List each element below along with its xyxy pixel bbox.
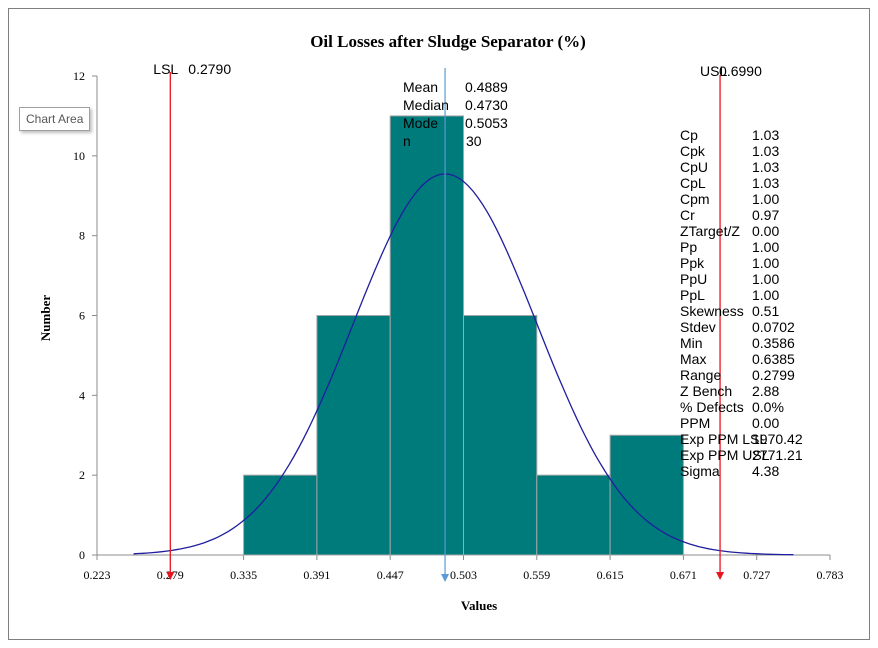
center-stat-label: n <box>403 133 411 149</box>
y-tick-label: 2 <box>79 468 85 482</box>
capability-stat-value: 1.00 <box>752 287 779 303</box>
x-tick-label: 0.503 <box>450 568 477 582</box>
capability-stat-value: 0.51 <box>752 303 779 319</box>
capability-stat-value: 0.00 <box>752 415 779 431</box>
capability-stat-label: PPM <box>680 415 710 431</box>
y-tick-label: 6 <box>79 309 85 323</box>
x-tick-label: 0.783 <box>817 568 844 582</box>
center-stat-value: 0.4730 <box>465 97 508 113</box>
capability-stat-value: 0.00 <box>752 223 779 239</box>
capability-stat-value: 1.00 <box>752 271 779 287</box>
capability-stat-value: 0.97 <box>752 207 779 223</box>
x-tick-label: 0.223 <box>84 568 111 582</box>
y-tick-label: 12 <box>73 69 85 83</box>
capability-stat-value: 0.3586 <box>752 335 795 351</box>
capability-stat-label: Z Bench <box>680 383 732 399</box>
capability-stat-label: Pp <box>680 239 697 255</box>
center-stat-value: 0.5053 <box>465 115 508 131</box>
x-axis-title: Values <box>461 598 497 613</box>
capability-stat-value: 1.03 <box>752 175 779 191</box>
capability-stat-value: 1.03 <box>752 159 779 175</box>
capability-stat-value: 1.00 <box>752 191 779 207</box>
capability-stat-label: Cp <box>680 127 698 143</box>
x-tick-label: 0.391 <box>303 568 330 582</box>
x-tick-label: 0.335 <box>230 568 257 582</box>
capability-stat-label: Ppk <box>680 255 705 271</box>
y-axis-title: Number <box>38 295 53 341</box>
x-tick-label: 0.615 <box>597 568 624 582</box>
lsl-label: LSL <box>153 61 178 77</box>
capability-stat-value: 0.0702 <box>752 319 795 335</box>
chart-title: Oil Losses after Sludge Separator (%) <box>310 32 586 51</box>
capability-stat-label: ZTarget/Z <box>680 223 740 239</box>
capability-stat-label: Stdev <box>680 319 716 335</box>
x-tick-label: 0.559 <box>523 568 550 582</box>
capability-stat-label: CpU <box>680 159 708 175</box>
capability-stat-label: Exp PPM USL <box>680 447 770 463</box>
x-tick-label: 0.671 <box>670 568 697 582</box>
capability-stat-value: 1970.42 <box>752 431 803 447</box>
capability-stat-label: Cr <box>680 207 695 223</box>
y-tick-label: 4 <box>79 388 85 402</box>
normal-curve <box>133 173 794 556</box>
capability-stat-label: Min <box>680 335 703 351</box>
y-tick-label: 0 <box>79 548 85 562</box>
capability-stat-value: 1.03 <box>752 143 779 159</box>
capability-stat-value: 2.88 <box>752 383 779 399</box>
histogram-bar <box>243 474 318 556</box>
center-stat-label: Median <box>403 97 449 113</box>
capability-stat-label: PpL <box>680 287 705 303</box>
capability-stat-label: Cpm <box>680 191 710 207</box>
capability-stat-value: 0.6385 <box>752 351 795 367</box>
usl-value: 0.6990 <box>719 63 762 79</box>
lsl-value: 0.2790 <box>188 61 231 77</box>
center-stat-label: Mode <box>403 115 438 131</box>
y-tick-label: 8 <box>79 229 85 243</box>
x-tick-label: 0.727 <box>743 568 770 582</box>
capability-stat-label: PpU <box>680 271 707 287</box>
capability-stat-label: CpL <box>680 175 706 191</box>
capability-stat-value: 1.03 <box>752 127 779 143</box>
plot-layer: 0246810120.2230.2790.3350.3910.4470.5030… <box>73 61 844 582</box>
capability-stat-label: Skewness <box>680 303 744 319</box>
capability-stat-value: 0.0% <box>752 399 784 415</box>
capability-stat-value: 4.38 <box>752 463 779 479</box>
capability-stat-value: 1.00 <box>752 239 779 255</box>
capability-stat-label: Cpk <box>680 143 706 159</box>
histogram-bar <box>389 115 465 556</box>
capability-stat-value: 2771.21 <box>752 447 803 463</box>
capability-stat-label: % Defects <box>680 399 744 415</box>
capability-stat-label: Sigma <box>680 463 720 479</box>
center-stat-label: Mean <box>403 79 438 95</box>
chart-area-tooltip: Chart Area <box>19 107 91 131</box>
histogram-bar <box>536 474 611 556</box>
y-tick-label: 10 <box>73 149 85 163</box>
center-stat-value: 30 <box>466 133 482 149</box>
spec-arrow-lsl <box>166 572 175 580</box>
capability-stat-value: 0.2799 <box>752 367 795 383</box>
histogram-bar <box>463 315 538 556</box>
capability-stat-label: Max <box>680 351 706 367</box>
capability-stat-label: Exp PPM LSL <box>680 431 767 447</box>
usl-label: USL <box>700 63 727 79</box>
spec-arrow-usl <box>716 572 725 580</box>
histogram-bar <box>316 315 391 556</box>
capability-stat-label: Range <box>680 367 721 383</box>
center-stat-value: 0.4889 <box>465 79 508 95</box>
x-tick-label: 0.447 <box>377 568 404 582</box>
capability-stat-value: 1.00 <box>752 255 779 271</box>
mean-line-arrow <box>441 574 450 582</box>
